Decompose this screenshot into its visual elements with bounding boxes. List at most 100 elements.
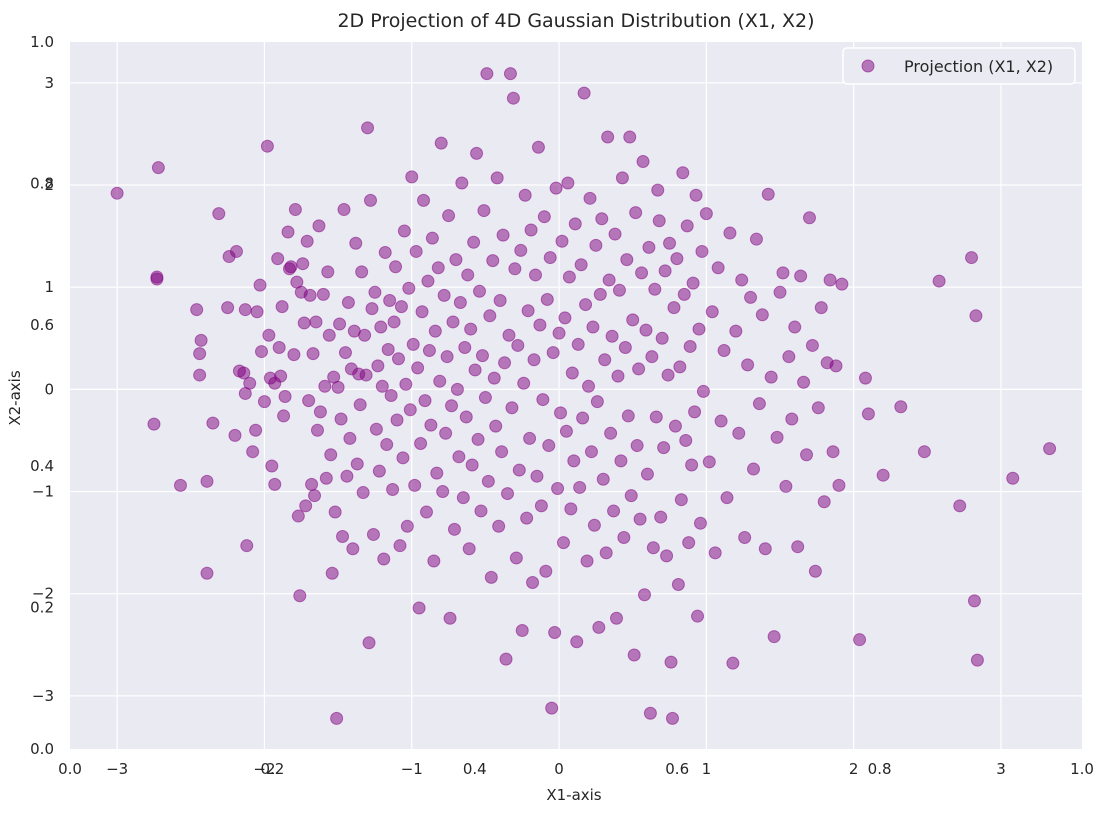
scatter-point: [425, 231, 439, 245]
scatter-point: [626, 313, 640, 327]
y-tick-label: 2: [44, 176, 54, 194]
scatter-point: [717, 344, 731, 358]
scatter-point: [418, 394, 432, 408]
scatter-point: [598, 353, 612, 367]
scatter-point: [455, 176, 469, 190]
scatter-point: [568, 217, 582, 231]
scatter-point: [720, 491, 734, 505]
scatter-point: [465, 458, 479, 472]
scatter-point: [580, 554, 594, 568]
scatter-point: [355, 265, 369, 279]
scatter-point: [200, 474, 214, 488]
scatter-point: [508, 262, 522, 276]
scatter-point: [829, 359, 843, 373]
scatter-point: [917, 445, 931, 459]
scatter-point: [481, 474, 495, 488]
scatter-point: [797, 375, 811, 389]
scatter-point: [502, 328, 516, 342]
scatter-point: [336, 529, 350, 543]
scatter-point: [515, 623, 529, 637]
scatter-point: [501, 487, 515, 501]
scatter-point: [640, 467, 654, 481]
scatter-point: [658, 264, 672, 278]
scatter-point: [458, 340, 472, 354]
scatter-point: [147, 417, 161, 431]
scatter-point: [281, 225, 295, 239]
scatter-point: [732, 426, 746, 440]
scatter-point: [443, 611, 457, 625]
scatter-point: [446, 315, 460, 329]
scatter-point: [308, 489, 322, 503]
scatter-point: [685, 458, 699, 472]
scatter-point: [389, 260, 403, 274]
scatter-point: [590, 395, 604, 409]
scatter-point: [540, 292, 554, 306]
scatter-point: [1043, 442, 1057, 456]
scatter-point: [614, 454, 628, 468]
x-tick-label: 3: [996, 760, 1006, 778]
scatter-point: [447, 522, 461, 536]
scatter-point: [517, 376, 531, 390]
scatter-point: [434, 136, 448, 150]
scatter-point: [396, 451, 410, 465]
scatter-point: [555, 234, 569, 248]
scatter-point: [617, 531, 631, 545]
scatter-point: [693, 516, 707, 530]
scatter-point: [475, 349, 489, 363]
scatter-point: [359, 368, 373, 382]
scatter-point: [509, 551, 523, 565]
scatter-point: [480, 67, 494, 81]
scatter-point: [414, 437, 428, 451]
scatter-point: [593, 287, 607, 301]
scatter-point: [642, 240, 656, 254]
y-tick-label: −1: [32, 483, 54, 501]
scatter-point: [679, 433, 693, 447]
scatter-point: [610, 611, 624, 625]
scatter-point: [558, 311, 572, 325]
scatter-point: [442, 209, 456, 223]
scatter-point: [749, 232, 763, 246]
scatter-point: [584, 445, 598, 459]
scatter-point: [151, 161, 165, 175]
scatter-point: [249, 423, 263, 437]
scatter-point: [372, 464, 386, 478]
scatter-point: [592, 620, 606, 634]
scatter-point: [511, 338, 525, 352]
scatter-point: [449, 253, 463, 267]
scatter-point: [537, 210, 551, 224]
scatter-point: [587, 518, 601, 532]
scatter-point: [341, 296, 355, 310]
scatter-point: [539, 564, 553, 578]
scatter-point: [496, 228, 510, 242]
scatter-point: [674, 493, 688, 507]
scatter-point: [173, 478, 187, 492]
scatter-point: [483, 309, 497, 323]
y-tick-label: 0: [44, 380, 54, 398]
scatter-point: [546, 346, 560, 360]
scatter-point: [551, 481, 565, 495]
scatter-point: [478, 391, 492, 405]
scatter-point: [826, 445, 840, 459]
scatter-point: [545, 701, 559, 715]
scatter-point: [699, 207, 713, 221]
scatter-point: [194, 333, 208, 347]
scatter-point: [237, 366, 251, 380]
scatter-point: [665, 711, 679, 725]
scatter-point: [200, 566, 214, 580]
scatter-point: [536, 393, 550, 407]
scatter-point: [668, 419, 682, 433]
scatter-point: [391, 352, 405, 366]
scatter-point: [639, 323, 653, 337]
x-tick-label: 0: [554, 760, 564, 778]
scatter-point: [428, 324, 442, 338]
scatter-point: [582, 379, 596, 393]
scatter-point: [422, 344, 436, 358]
scatter-point: [365, 302, 379, 316]
scatter-point: [726, 656, 740, 670]
scatter-point: [788, 320, 802, 334]
scatter-point: [470, 146, 484, 160]
scatter-point: [221, 301, 235, 315]
scatter-point: [648, 282, 662, 296]
scatter-point: [970, 653, 984, 667]
